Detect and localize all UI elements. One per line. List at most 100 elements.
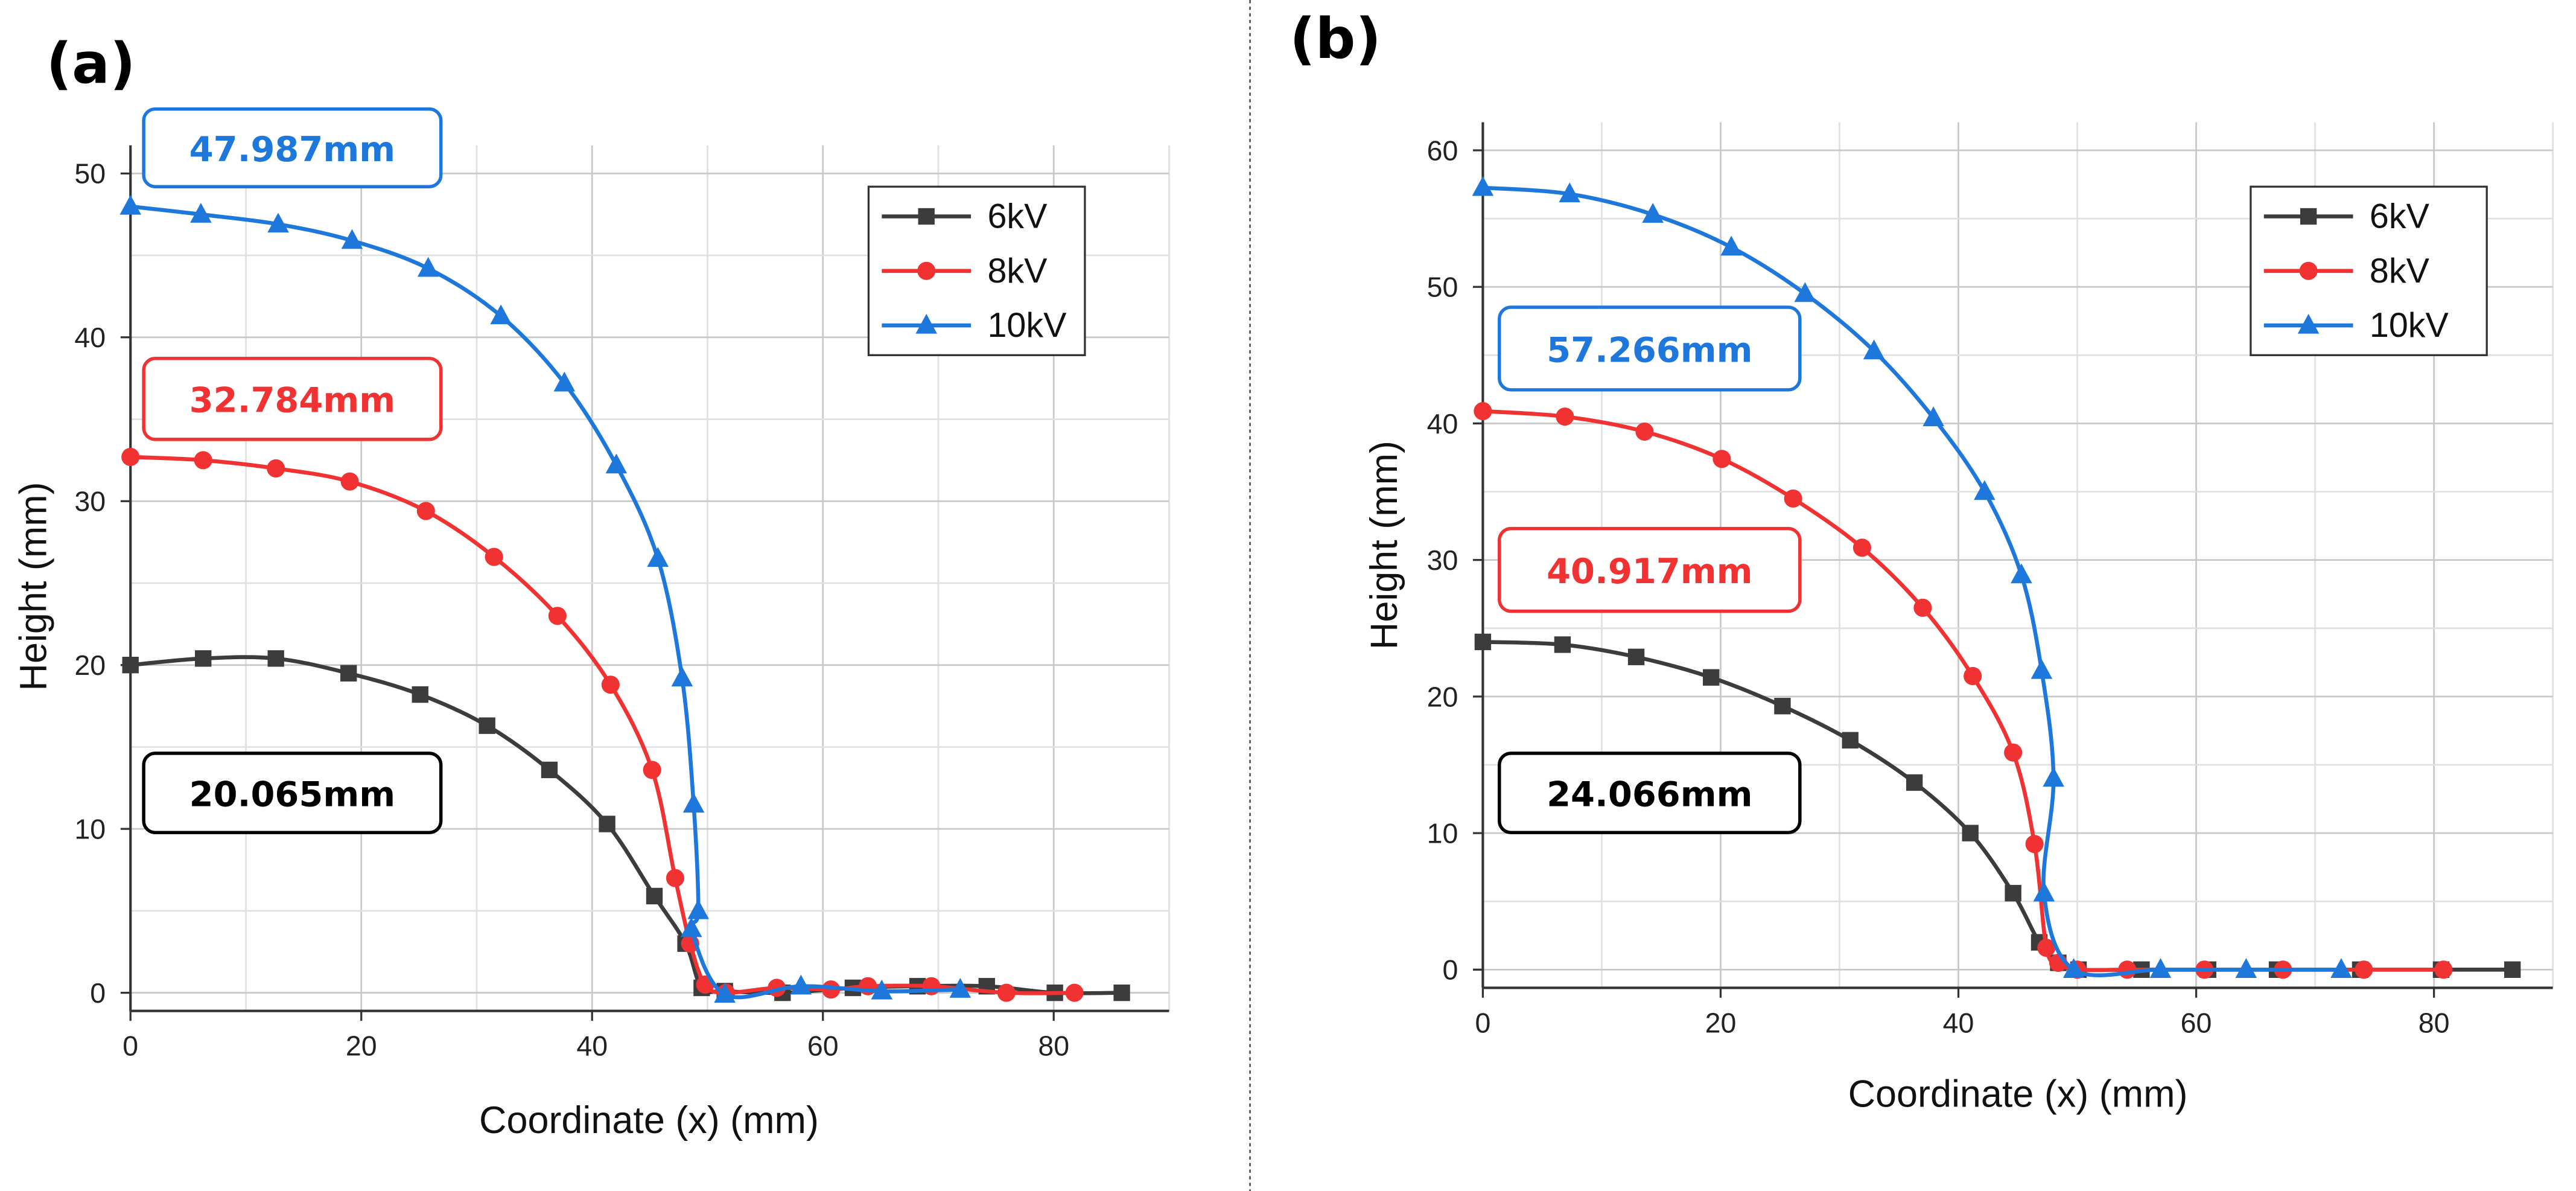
data-point-8kV — [601, 675, 620, 694]
annotation-box — [1498, 305, 1802, 392]
data-point-8kV — [666, 869, 684, 887]
annotation-label: 47.987mm — [189, 129, 395, 170]
y-tick-label: 10 — [1427, 818, 1458, 849]
data-point-8kV — [822, 980, 841, 999]
data-point-6kV — [1627, 648, 1645, 665]
panel-b: (b) 0 20 40 60 80 0 10 20 30 40 50 60 Coordinate (x) … — [1290, 6, 2554, 1115]
data-point-10kV — [490, 304, 512, 325]
data-point-10kV — [871, 979, 893, 1000]
annotation-label: 57.266mm — [1547, 330, 1752, 370]
data-point-8kV — [1852, 538, 1871, 557]
data-point-10kV — [1794, 282, 1816, 302]
data-point-10kV — [682, 793, 705, 813]
data-point-6kV — [122, 657, 139, 674]
annotation-box — [142, 357, 443, 441]
data-point-8kV — [2434, 960, 2453, 979]
legend-marker-8kV — [917, 261, 936, 280]
series-10kV — [119, 194, 972, 1003]
data-point-8kV — [1964, 666, 1982, 685]
annotation-box — [142, 752, 443, 834]
data-point-6kV — [195, 650, 212, 667]
x-axis-label: Coordinate (x) (mm) — [479, 1099, 819, 1142]
data-point-6kV — [646, 887, 663, 905]
y-tick-label: 0 — [1442, 954, 1458, 986]
y-tick-label: 30 — [1427, 544, 1458, 576]
y-axis-label: Height (mm) — [13, 482, 55, 691]
data-point-8kV — [267, 459, 285, 478]
legend-marker-6kV — [918, 208, 935, 225]
y-tick-label: 20 — [1427, 681, 1458, 712]
data-point-10kV — [605, 453, 628, 474]
data-point-10kV — [714, 983, 736, 1003]
annotation-label: 32.784mm — [189, 380, 395, 421]
data-point-8kV — [2004, 743, 2023, 762]
data-point-8kV — [2118, 960, 2137, 979]
data-point-6kV — [599, 816, 615, 832]
legend: 6kV 8kV 10kV — [867, 185, 1086, 356]
legend: 6kV 8kV 10kV — [2250, 185, 2488, 356]
data-point-6kV — [1554, 636, 1571, 653]
x-tick-label: 40 — [576, 1030, 608, 1062]
data-point-6kV — [412, 686, 428, 703]
x-tick-label: 0 — [122, 1030, 138, 1062]
data-point-6kV — [1474, 633, 1492, 651]
data-point-6kV — [1906, 774, 1923, 791]
data-point-8kV — [2037, 939, 2056, 957]
data-point-8kV — [1913, 598, 1932, 617]
y-tick-label: 40 — [74, 322, 106, 353]
data-point-6kV — [479, 717, 495, 734]
y-tick-label: 40 — [1427, 408, 1458, 439]
data-point-10kV — [553, 371, 576, 392]
annotation-label: 40.917mm — [1547, 551, 1752, 592]
x-tick-label: 20 — [1705, 1007, 1737, 1038]
data-point-8kV — [1474, 402, 1492, 421]
data-point-10kV — [119, 194, 142, 215]
annotation-box — [1498, 526, 1802, 613]
x-tick-label: 80 — [1038, 1030, 1069, 1062]
data-point-10kV — [2235, 958, 2257, 978]
legend-marker-6kV — [2300, 208, 2317, 225]
data-point-10kV — [687, 899, 709, 919]
annotation-box — [1498, 752, 1802, 834]
y-tick-label: 60 — [1427, 135, 1458, 166]
data-point-8kV — [340, 472, 359, 491]
data-point-10kV — [1922, 406, 1944, 427]
annotation-box — [142, 107, 443, 188]
legend-marker-10kV — [915, 313, 937, 334]
data-point-10kV — [1472, 176, 1494, 196]
panel-label: (b) — [1290, 6, 1381, 71]
legend-label-8kV: 8kV — [987, 252, 1048, 290]
data-point-10kV — [267, 212, 289, 233]
legend-label-10kV: 10kV — [2370, 306, 2449, 345]
data-point-10kV — [2330, 958, 2352, 978]
data-point-6kV — [1842, 732, 1859, 749]
legend-marker-10kV — [2297, 313, 2320, 334]
x-tick-label: 20 — [346, 1030, 377, 1062]
data-point-6kV — [340, 665, 357, 682]
annotation-label: 24.066mm — [1547, 774, 1752, 814]
data-point-10kV — [1642, 203, 1664, 223]
data-point-10kV — [417, 257, 439, 277]
data-point-10kV — [790, 974, 812, 995]
y-tick-label: 30 — [74, 486, 106, 517]
data-point-10kV — [2031, 659, 2053, 679]
data-point-10kV — [2043, 767, 2064, 787]
panel-label: (a) — [46, 31, 136, 96]
data-point-8kV — [548, 607, 567, 625]
data-point-8kV — [194, 451, 212, 470]
data-point-8kV — [1635, 422, 1654, 441]
data-point-10kV — [1863, 339, 1885, 360]
data-point-8kV — [1713, 450, 1731, 468]
data-point-10kV — [647, 547, 669, 567]
legend-marker-8kV — [2299, 261, 2318, 280]
data-point-10kV — [2033, 881, 2055, 902]
data-point-6kV — [1962, 825, 1979, 841]
data-point-6kV — [2005, 884, 2021, 902]
y-tick-label: 50 — [1427, 272, 1458, 303]
legend-label-8kV: 8kV — [2370, 252, 2430, 290]
data-point-8kV — [1556, 407, 1574, 426]
legend-label-6kV: 6kV — [987, 197, 1048, 236]
data-point-10kV — [2011, 563, 2032, 584]
data-point-10kV — [1720, 235, 1742, 256]
